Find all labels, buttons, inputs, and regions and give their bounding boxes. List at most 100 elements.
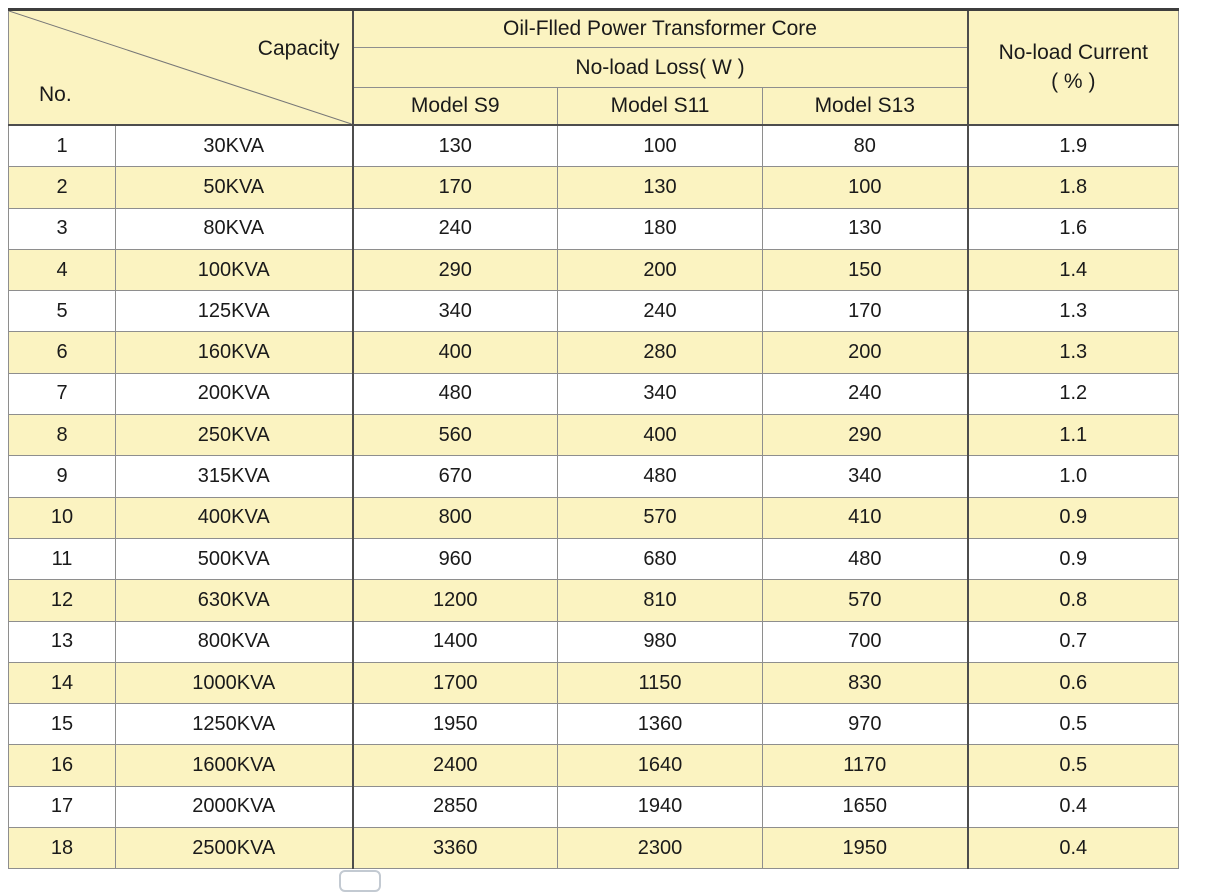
s11-loss-cell: 130 (557, 166, 763, 209)
no-load-current-cell: 0.7 (966, 620, 1180, 663)
capacity-cell: 1250KVA (115, 703, 353, 746)
s9-loss-cell: 800 (351, 496, 558, 539)
no-cell: 1 (8, 124, 116, 168)
s9-loss-cell: 670 (351, 455, 558, 498)
table-row: 12 630KVA 1200 810 570 0.8 (8, 579, 1180, 622)
no-cell: 4 (8, 248, 116, 292)
s9-loss-cell: 2400 (351, 744, 558, 787)
capacity-cell: 400KVA (115, 496, 353, 539)
no-cell: 3 (8, 207, 116, 250)
no-load-current-cell: 0.4 (966, 827, 1180, 870)
capacity-cell: 30KVA (115, 124, 353, 168)
s9-loss-cell: 2850 (351, 785, 558, 829)
s9-loss-cell: 170 (351, 166, 558, 209)
table-row: 2 50KVA 170 130 100 1.8 (8, 166, 1180, 209)
capacity-cell: 200KVA (115, 372, 353, 416)
s9-loss-cell: 340 (351, 290, 558, 333)
no-header-label: No. (39, 83, 72, 106)
table-row: 6 160KVA 400 280 200 1.3 (8, 331, 1180, 374)
no-load-current-cell: 0.8 (966, 579, 1180, 622)
no-cell: 7 (8, 372, 116, 416)
table-row: 16 1600KVA 2400 1640 1170 0.5 (8, 744, 1180, 787)
s13-loss-cell: 480 (761, 537, 969, 581)
s13-loss-cell: 830 (761, 661, 969, 705)
table-row: 13 800KVA 1400 980 700 0.7 (8, 620, 1180, 663)
capacity-cell: 50KVA (115, 166, 353, 209)
s13-loss-cell: 340 (761, 455, 969, 498)
no-cell: 9 (8, 455, 116, 498)
s11-loss-cell: 180 (557, 207, 763, 250)
capacity-cell: 2000KVA (115, 785, 353, 829)
no-cell: 11 (8, 537, 116, 581)
no-cell: 16 (8, 744, 116, 787)
s11-loss-cell: 480 (557, 455, 763, 498)
s9-loss-cell: 400 (351, 331, 558, 374)
no-cell: 18 (8, 827, 116, 870)
s11-loss-cell: 340 (557, 372, 763, 416)
model-s13-header-cell: Model S13 (761, 87, 969, 126)
table-row: 9 315KVA 670 480 340 1.0 (8, 455, 1180, 498)
table-row: 7 200KVA 480 340 240 1.2 (8, 372, 1180, 416)
s9-loss-cell: 240 (351, 207, 558, 250)
no-cell: 17 (8, 785, 116, 829)
no-cell: 10 (8, 496, 116, 539)
s11-loss-cell: 400 (557, 414, 763, 457)
s11-loss-cell: 980 (557, 620, 763, 663)
s11-loss-cell: 200 (557, 248, 763, 292)
s9-loss-cell: 1400 (351, 620, 558, 663)
transformer-spec-table: Capacity No. Oil-Flled Power Transformer… (8, 8, 1180, 870)
no-cell: 8 (8, 414, 116, 457)
s13-loss-cell: 240 (761, 372, 969, 416)
s11-loss-cell: 680 (557, 537, 763, 581)
s13-loss-cell: 700 (761, 620, 969, 663)
table-row: 3 80KVA 240 180 130 1.6 (8, 207, 1180, 250)
s11-loss-cell: 280 (557, 331, 763, 374)
s13-loss-cell: 80 (761, 124, 969, 168)
no-load-current-cell: 0.9 (966, 537, 1180, 581)
capacity-cell: 250KVA (115, 414, 353, 457)
s9-loss-cell: 480 (351, 372, 558, 416)
model-s9-header-cell: Model S9 (351, 87, 558, 126)
s13-loss-cell: 570 (761, 579, 969, 622)
s13-loss-cell: 200 (761, 331, 969, 374)
s11-loss-cell: 810 (557, 579, 763, 622)
no-load-current-cell: 0.6 (966, 661, 1180, 705)
no-load-current-cell: 0.9 (966, 496, 1180, 539)
capacity-cell: 500KVA (115, 537, 353, 581)
s9-loss-cell: 1950 (351, 703, 558, 746)
s9-loss-cell: 1700 (351, 661, 558, 705)
s11-loss-cell: 1940 (557, 785, 763, 829)
no-load-current-cell: 1.8 (966, 166, 1180, 209)
table-row: 11 500KVA 960 680 480 0.9 (8, 537, 1180, 581)
table-header: Capacity No. Oil-Flled Power Transformer… (8, 9, 1180, 126)
no-load-current-cell: 1.3 (966, 331, 1180, 374)
s13-loss-cell: 170 (761, 290, 969, 333)
cropped-button[interactable] (339, 870, 381, 892)
model-s11-header-cell: Model S11 (557, 87, 763, 126)
no-load-current-cell: 1.9 (966, 124, 1180, 168)
s13-loss-cell: 1950 (761, 827, 969, 870)
s9-loss-cell: 130 (351, 124, 558, 168)
s13-loss-cell: 150 (761, 248, 969, 292)
corner-header-cell: Capacity No. (8, 9, 353, 126)
s13-loss-cell: 130 (761, 207, 969, 250)
table-row: 5 125KVA 340 240 170 1.3 (8, 290, 1180, 333)
s13-loss-cell: 1170 (761, 744, 969, 787)
table-row: 10 400KVA 800 570 410 0.9 (8, 496, 1180, 539)
table-row: 18 2500KVA 3360 2300 1950 0.4 (8, 827, 1180, 870)
s11-loss-cell: 1150 (557, 661, 763, 705)
capacity-cell: 100KVA (115, 248, 353, 292)
s11-loss-cell: 100 (557, 124, 763, 168)
s13-loss-cell: 1650 (761, 785, 969, 829)
no-load-current-cell: 0.5 (966, 703, 1180, 746)
no-cell: 2 (8, 166, 116, 209)
no-load-current-cell: 0.4 (966, 785, 1180, 829)
capacity-cell: 125KVA (115, 290, 353, 333)
no-load-current-header-cell: No-load Current ( % ) (966, 9, 1180, 126)
capacity-cell: 800KVA (115, 620, 353, 663)
capacity-cell: 315KVA (115, 455, 353, 498)
capacity-cell: 160KVA (115, 331, 353, 374)
no-load-current-cell: 1.0 (966, 455, 1180, 498)
s13-loss-cell: 100 (761, 166, 969, 209)
s11-loss-cell: 570 (557, 496, 763, 539)
